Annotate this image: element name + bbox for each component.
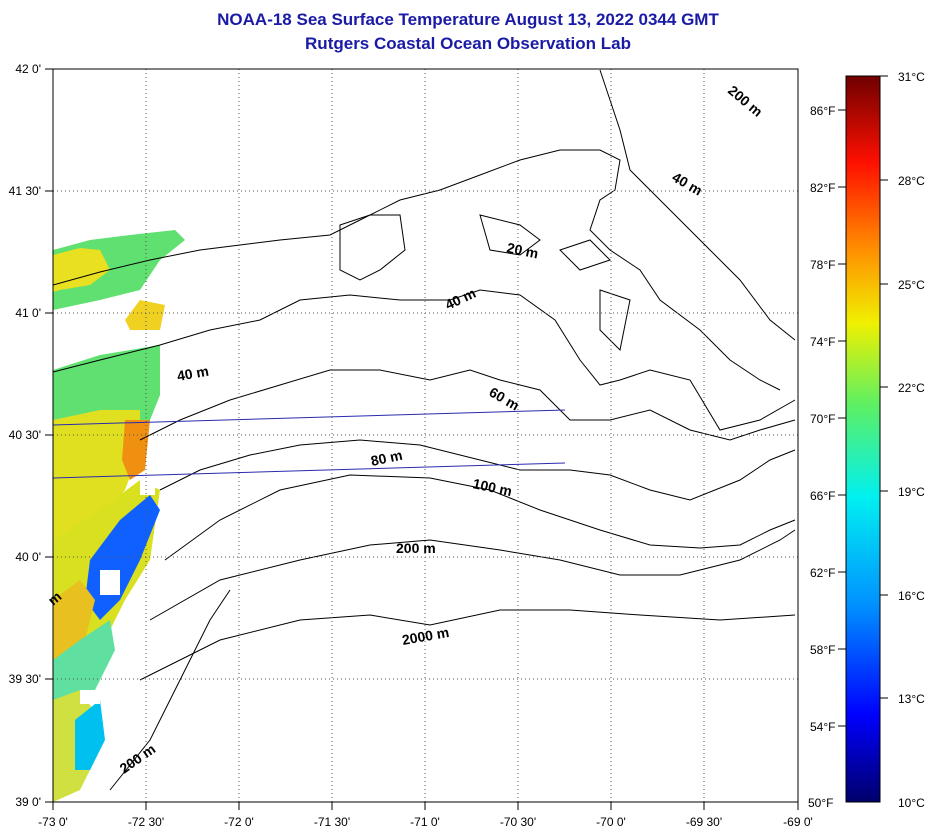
lon-label: -71 30' — [314, 815, 350, 829]
lon-label: -69 30' — [686, 815, 722, 829]
lat-label: 40 30' — [9, 428, 41, 442]
latitude-labels: 42 0' 41 30' 41 0' 40 30' 40 0' 39 30' 3… — [9, 62, 41, 809]
map-title: NOAA-18 Sea Surface Temperature August 1… — [217, 10, 719, 29]
depth-label: 200 m — [117, 741, 159, 777]
lon-label: -70 0' — [596, 815, 626, 829]
tick-marks — [45, 68, 799, 810]
longitude-labels: -73 0' -72 30' -72 0' -71 30' -71 0' -70… — [38, 815, 813, 829]
depth-label: 80 m — [369, 447, 404, 469]
fahrenheit-label: 78°F — [810, 258, 835, 272]
sst-swath — [53, 230, 185, 802]
lon-label: -73 0' — [38, 815, 68, 829]
fahrenheit-label: 54°F — [810, 720, 835, 734]
lat-label: 39 30' — [9, 672, 41, 686]
depth-contours — [53, 289, 796, 791]
depth-label: 200 m — [396, 540, 436, 556]
depth-label: 200 m — [725, 82, 766, 120]
cruise-tracks — [52, 409, 566, 479]
colorbar-celsius-labels: 31°C 28°C 25°C 22°C 19°C 16°C 13°C 10°C — [898, 70, 925, 810]
lat-label: 39 0' — [15, 795, 41, 809]
track-line-south — [52, 462, 566, 479]
depth-label: 20 m — [505, 239, 540, 261]
celsius-label: 22°C — [898, 381, 925, 395]
fahrenheit-label: 58°F — [810, 643, 835, 657]
fahrenheit-label: 70°F — [810, 412, 835, 426]
graticule — [53, 69, 798, 802]
celsius-label: 28°C — [898, 174, 925, 188]
celsius-label: 25°C — [898, 278, 925, 292]
depth-label: 40 m — [176, 363, 210, 384]
colorbar — [845, 75, 881, 803]
lat-label: 41 0' — [15, 306, 41, 320]
track-line-north — [52, 409, 566, 426]
lon-label: -72 30' — [128, 815, 164, 829]
lat-label: 41 30' — [9, 184, 41, 198]
celsius-label: 10°C — [898, 796, 925, 810]
fahrenheit-label: 86°F — [810, 104, 835, 118]
celsius-label: 31°C — [898, 70, 925, 84]
fahrenheit-label: 50°F — [808, 796, 833, 810]
lat-label: 40 0' — [15, 550, 41, 564]
lon-label: -70 30' — [500, 815, 536, 829]
depth-label: 2000 m — [401, 624, 451, 648]
celsius-label: 16°C — [898, 589, 925, 603]
lon-label: -71 0' — [410, 815, 440, 829]
colorbar-fahrenheit-labels: 86°F 82°F 78°F 74°F 70°F 66°F 62°F 58°F … — [808, 104, 835, 810]
fahrenheit-label: 74°F — [810, 335, 835, 349]
lon-label: -72 0' — [224, 815, 254, 829]
depth-label: 60 m — [487, 384, 523, 414]
colorbar-ticks — [838, 75, 888, 727]
lon-label: -69 0' — [783, 815, 813, 829]
fahrenheit-label: 82°F — [810, 181, 835, 195]
celsius-label: 19°C — [898, 485, 925, 499]
coastline — [53, 69, 796, 391]
map-subtitle: Rutgers Coastal Ocean Observation Lab — [305, 34, 631, 53]
depth-label: 100 m — [471, 475, 513, 499]
depth-label: 40 m — [670, 169, 706, 199]
depth-labels: 200 m 40 m 20 m 40 m 40 m 60 m 80 m 100 … — [45, 82, 766, 776]
depth-label: 40 m — [443, 285, 479, 313]
lat-label: 42 0' — [15, 62, 41, 76]
fahrenheit-label: 62°F — [810, 566, 835, 580]
fahrenheit-label: 66°F — [810, 489, 835, 503]
celsius-label: 13°C — [898, 692, 925, 706]
